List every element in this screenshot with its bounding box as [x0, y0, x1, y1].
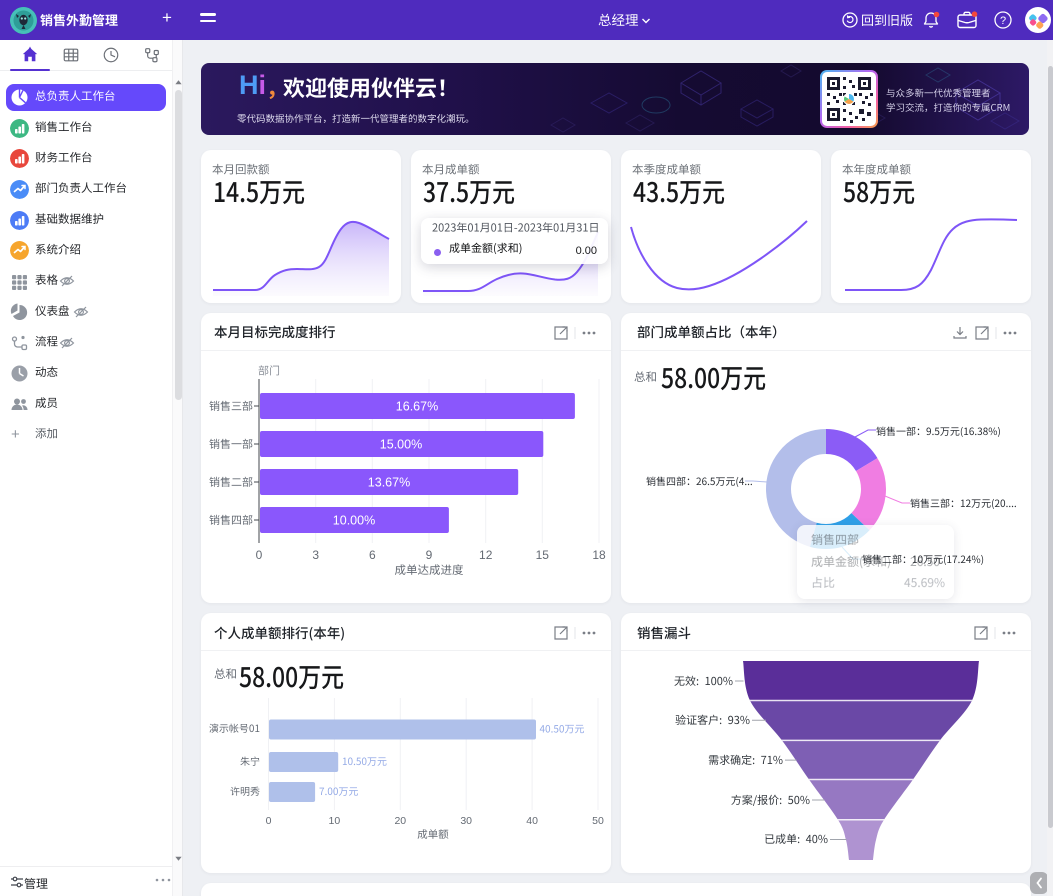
svg-text:9: 9	[426, 548, 433, 562]
svg-text:?: ?	[1000, 15, 1006, 27]
svg-text:10.00%: 10.00%	[333, 514, 375, 528]
svg-text:15.00%: 15.00%	[380, 438, 422, 452]
svg-text:20: 20	[394, 815, 406, 827]
svg-text:13.67%: 13.67%	[368, 476, 410, 490]
svg-text:0: 0	[256, 548, 263, 562]
svg-text:15: 15	[536, 548, 550, 562]
svg-text:10: 10	[329, 815, 341, 827]
svg-text:12: 12	[479, 548, 493, 562]
svg-text:16.67%: 16.67%	[396, 400, 438, 414]
svg-text:0: 0	[266, 815, 272, 827]
svg-text:6: 6	[369, 548, 376, 562]
svg-text:18: 18	[592, 548, 606, 562]
svg-text:3: 3	[312, 548, 319, 562]
svg-text:30: 30	[460, 815, 472, 827]
svg-text:50: 50	[592, 815, 604, 827]
svg-text:40: 40	[526, 815, 538, 827]
